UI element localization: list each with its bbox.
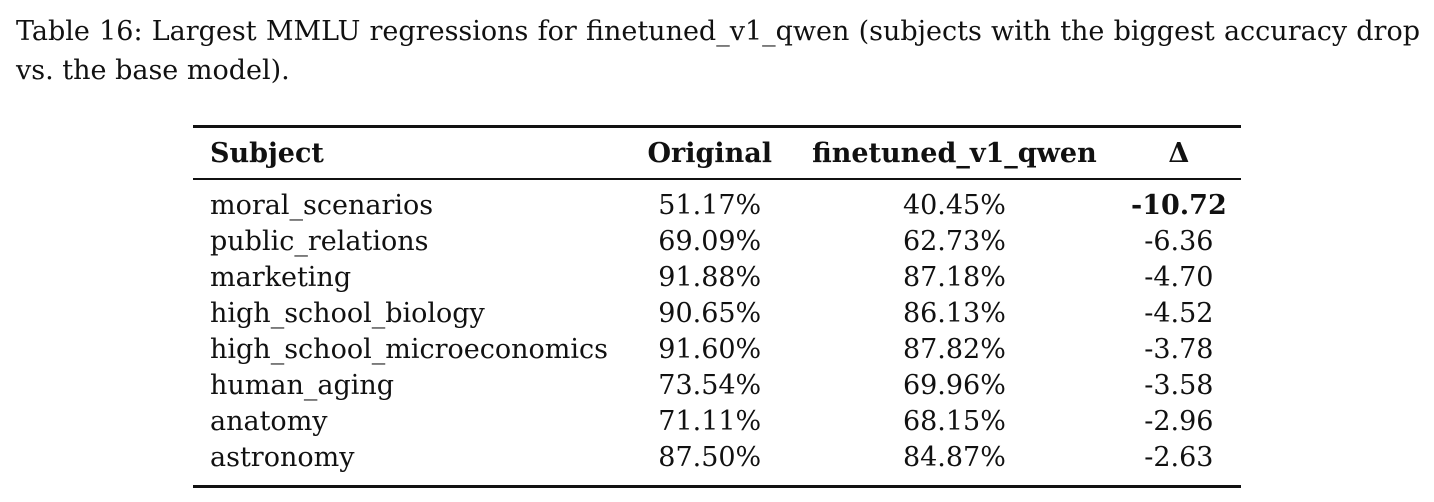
cell-delta: -2.63: [1144, 442, 1214, 473]
header-subject: Subject: [210, 137, 324, 169]
cell-subject: moral_scenarios: [210, 190, 434, 221]
table-row: moral_scenarios 51.17% 40.45% -10.72: [193, 179, 1241, 224]
cell-original: 87.50%: [658, 442, 762, 473]
cell-delta: -4.52: [1144, 298, 1214, 329]
cell-delta: -10.72: [1130, 190, 1227, 221]
cell-finetuned: 68.15%: [902, 406, 1006, 437]
table-row: human_aging 73.54% 69.96% -3.58: [193, 368, 1241, 404]
table-row: marketing 91.88% 87.18% -4.70: [193, 260, 1241, 296]
header-finetuned: finetuned_v1_qwen: [812, 137, 1097, 169]
header-delta: Δ: [1168, 137, 1190, 169]
cell-original: 51.17%: [658, 190, 762, 221]
cell-finetuned: 40.45%: [902, 190, 1006, 221]
cell-delta: -3.58: [1144, 370, 1214, 401]
header-original: Original: [647, 137, 772, 169]
table-row: astronomy 87.50% 84.87% -2.63: [193, 440, 1241, 487]
cell-finetuned: 69.96%: [902, 370, 1006, 401]
cell-delta: -3.78: [1144, 334, 1214, 365]
cell-subject: marketing: [210, 262, 352, 293]
results-table-container: Subject Original finetuned_v1_qwen Δ mor…: [193, 125, 1241, 488]
header-row: Subject Original finetuned_v1_qwen Δ: [193, 126, 1241, 179]
cell-subject: high_school_biology: [210, 298, 485, 329]
table-header: Subject Original finetuned_v1_qwen Δ: [193, 126, 1241, 179]
table-row: anatomy 71.11% 68.15% -2.96: [193, 404, 1241, 440]
cell-original: 73.54%: [658, 370, 762, 401]
table-caption: Table 16: Largest MMLU regressions for f…: [16, 16, 1420, 86]
cell-delta: -6.36: [1144, 226, 1214, 257]
cell-original: 91.88%: [658, 262, 762, 293]
cell-subject: human_aging: [210, 370, 395, 401]
cell-original: 91.60%: [658, 334, 762, 365]
table-row: high_school_microeconomics 91.60% 87.82% -3…: [193, 332, 1241, 368]
cell-delta: -2.96: [1144, 406, 1214, 437]
cell-subject: public_relations: [210, 226, 429, 257]
cell-original: 69.09%: [658, 226, 762, 257]
cell-subject: high_school_microeconomics: [210, 334, 608, 365]
cell-original: 90.65%: [658, 298, 762, 329]
cell-finetuned: 84.87%: [902, 442, 1006, 473]
cell-finetuned: 86.13%: [902, 298, 1006, 329]
table-row: high_school_biology 90.65% 86.13% -4.52: [193, 296, 1241, 332]
cell-subject: astronomy: [210, 442, 355, 473]
cell-original: 71.11%: [658, 406, 762, 437]
table-body: moral_scenarios 51.17% 40.45% -10.72 public_…: [193, 179, 1241, 487]
cell-subject: anatomy: [210, 406, 328, 437]
table-row: public_relations 69.09% 62.73% -6.36: [193, 224, 1241, 260]
cell-finetuned: 87.82%: [902, 334, 1006, 365]
mmlu-regressions-table: Subject Original finetuned_v1_qwen Δ mor…: [193, 125, 1241, 488]
cell-finetuned: 62.73%: [902, 226, 1006, 257]
cell-finetuned: 87.18%: [902, 262, 1006, 293]
cell-delta: -4.70: [1144, 262, 1214, 293]
